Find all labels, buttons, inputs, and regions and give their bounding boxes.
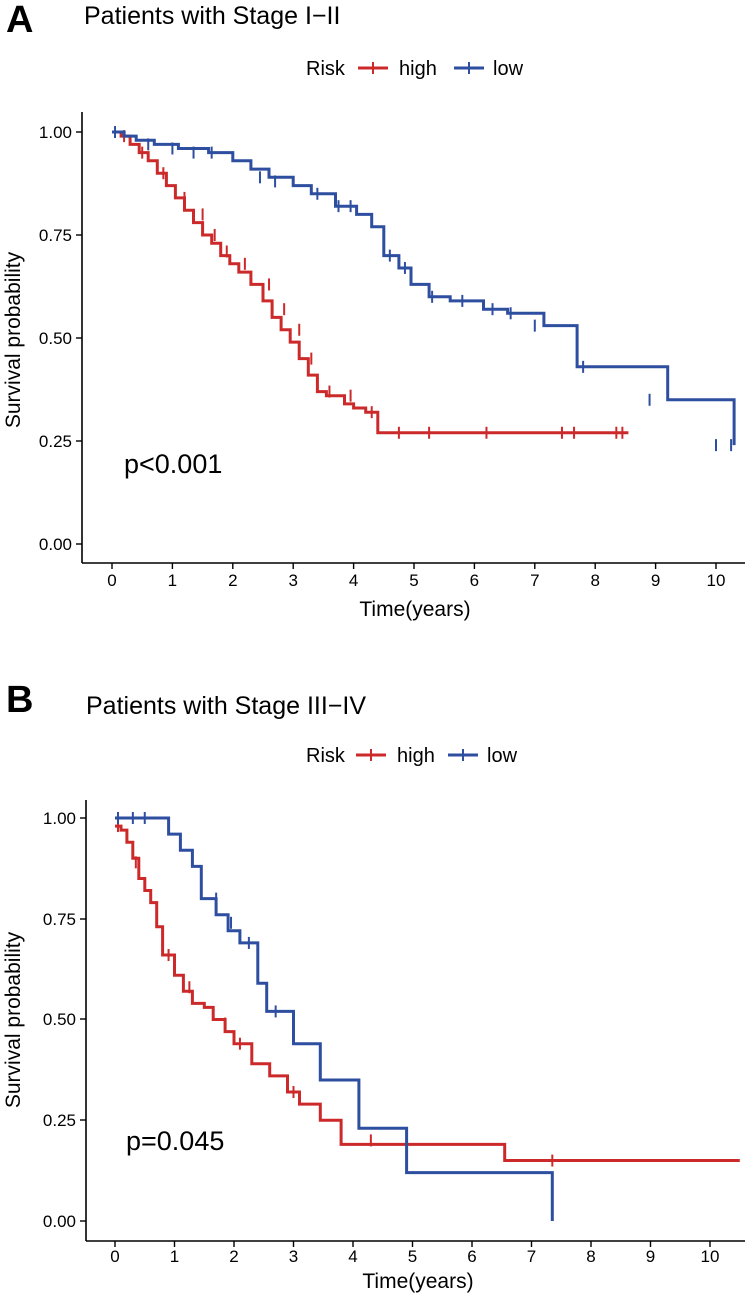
x-tick-label: 2 — [228, 571, 237, 590]
plot-area-b — [115, 812, 740, 1221]
plot-area-a — [112, 126, 736, 452]
y-tick-label: 0.50 — [39, 329, 72, 348]
x-axis-title-a: Time(years) — [359, 598, 470, 621]
y-axis-title-b: Survival probability — [2, 931, 25, 1108]
km-curve-high-a — [112, 130, 629, 435]
legend-label-low-a: low — [493, 58, 524, 80]
y-tick-label: 0.25 — [39, 432, 72, 451]
legend-title-b: Risk — [306, 745, 346, 767]
p-value-b: p=0.045 — [126, 1126, 224, 1156]
y-tick-label: 0.75 — [39, 226, 72, 245]
x-tick-label: 0 — [107, 571, 116, 590]
y-tick-label: 0.00 — [43, 1212, 76, 1231]
y-tick-label: 1.00 — [39, 123, 72, 142]
x-ticks-a: 0 1 2 3 4 5 6 7 8 9 10 — [107, 563, 725, 590]
x-tick-label: 3 — [288, 571, 297, 590]
chart-title-b: Patients with Stage III−IV — [86, 692, 366, 720]
x-ticks-b: 0 1 2 3 4 5 6 7 8 9 10 — [110, 1241, 719, 1266]
y-tick-label: 0.50 — [43, 1010, 76, 1029]
x-tick-label: 2 — [229, 1247, 238, 1266]
x-tick-label: 6 — [467, 1247, 476, 1266]
x-tick-label: 7 — [530, 571, 539, 590]
y-tick-label: 0.25 — [43, 1111, 76, 1130]
panel-label-a: A — [6, 0, 33, 41]
x-tick-label: 10 — [701, 1247, 720, 1266]
x-tick-label: 4 — [348, 1247, 357, 1266]
legend-label-low-b: low — [487, 745, 518, 767]
x-tick-label: 10 — [707, 571, 726, 590]
chart-title-a: Patients with Stage I−II — [84, 2, 340, 30]
p-value-a: p<0.001 — [124, 449, 222, 479]
x-axis-title-b: Time(years) — [362, 1270, 473, 1293]
legend-a: Risk high low — [306, 58, 524, 80]
x-axis-b: Time(years) — [86, 1240, 745, 1293]
x-tick-label: 8 — [586, 1247, 595, 1266]
panel-a: A Patients with Stage I−II Risk high low… — [2, 0, 745, 621]
km-curve-high-b — [115, 824, 740, 1162]
x-tick-label: 7 — [527, 1247, 536, 1266]
x-tick-label: 3 — [289, 1247, 298, 1266]
panel-label-b: B — [6, 679, 33, 721]
x-tick-label: 1 — [168, 571, 177, 590]
y-axis-b: 0.00 0.25 0.50 0.75 1.00 Survival probab… — [2, 800, 87, 1241]
km-curve-low-b — [115, 816, 554, 1221]
y-tick-label: 0.75 — [43, 910, 76, 929]
x-tick-label: 9 — [646, 1247, 655, 1266]
km-curve-low-a — [112, 130, 736, 446]
x-tick-label: 1 — [170, 1247, 179, 1266]
x-tick-label: 6 — [470, 571, 479, 590]
y-axis-title-a: Survival probability — [2, 251, 25, 428]
panel-b: B Patients with Stage III−IV Risk high l… — [2, 679, 745, 1293]
y-tick-label: 0.00 — [39, 535, 72, 554]
x-tick-label: 8 — [590, 571, 599, 590]
legend-title-a: Risk — [306, 58, 346, 80]
x-tick-label: 5 — [408, 1247, 417, 1266]
x-tick-label: 4 — [349, 571, 358, 590]
legend-label-high-a: high — [399, 58, 437, 80]
legend-label-high-b: high — [397, 745, 435, 767]
x-tick-label: 5 — [409, 571, 418, 590]
x-tick-label: 9 — [651, 571, 660, 590]
legend-b: Risk high low — [306, 745, 518, 767]
y-tick-label: 1.00 — [43, 809, 76, 828]
y-axis-a: 0.00 0.25 0.50 0.75 1.00 Survival probab… — [2, 112, 83, 563]
x-tick-label: 0 — [110, 1247, 119, 1266]
